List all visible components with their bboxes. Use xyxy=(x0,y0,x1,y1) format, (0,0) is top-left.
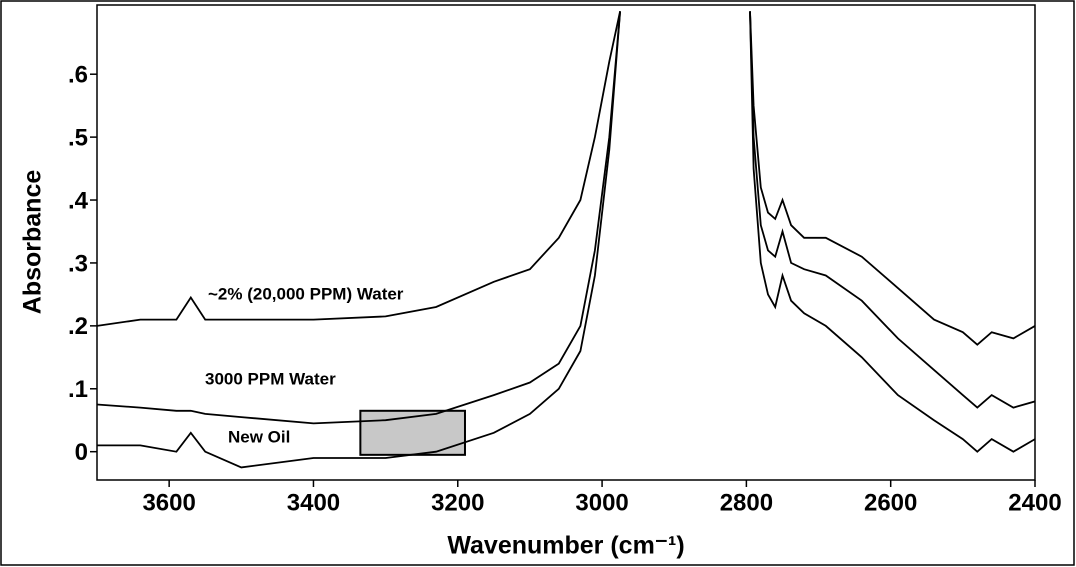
series-label: New Oil xyxy=(228,427,290,446)
y-tick-label: 0 xyxy=(75,439,88,466)
x-axis-label: Wavenumber (cm⁻¹) xyxy=(447,532,684,560)
series-line xyxy=(97,11,1035,469)
x-tick-label: 2600 xyxy=(864,489,917,516)
x-tick-label: 3200 xyxy=(431,489,484,516)
x-tick-label: 3000 xyxy=(575,489,628,516)
series-line xyxy=(97,11,1035,425)
series-label: 3000 PPM Water xyxy=(205,369,336,388)
series-line xyxy=(97,11,1035,346)
plot-frame xyxy=(96,4,1036,481)
y-tick-label: .4 xyxy=(68,187,89,214)
y-tick-label: .1 xyxy=(68,376,88,403)
x-tick-label: 2800 xyxy=(720,489,773,516)
x-tick-label: 2400 xyxy=(1008,489,1061,516)
y-tick-label: .2 xyxy=(68,313,88,340)
x-tick-label: 3400 xyxy=(287,489,340,516)
y-tick-label: .6 xyxy=(68,62,88,89)
y-tick-label: .5 xyxy=(68,124,88,151)
y-axis-label: Absorbance xyxy=(19,170,47,315)
x-tick-label: 3600 xyxy=(142,489,195,516)
y-tick-label: .3 xyxy=(68,250,88,277)
series-label: ~2% (20,000 PPM) Water xyxy=(208,284,404,303)
